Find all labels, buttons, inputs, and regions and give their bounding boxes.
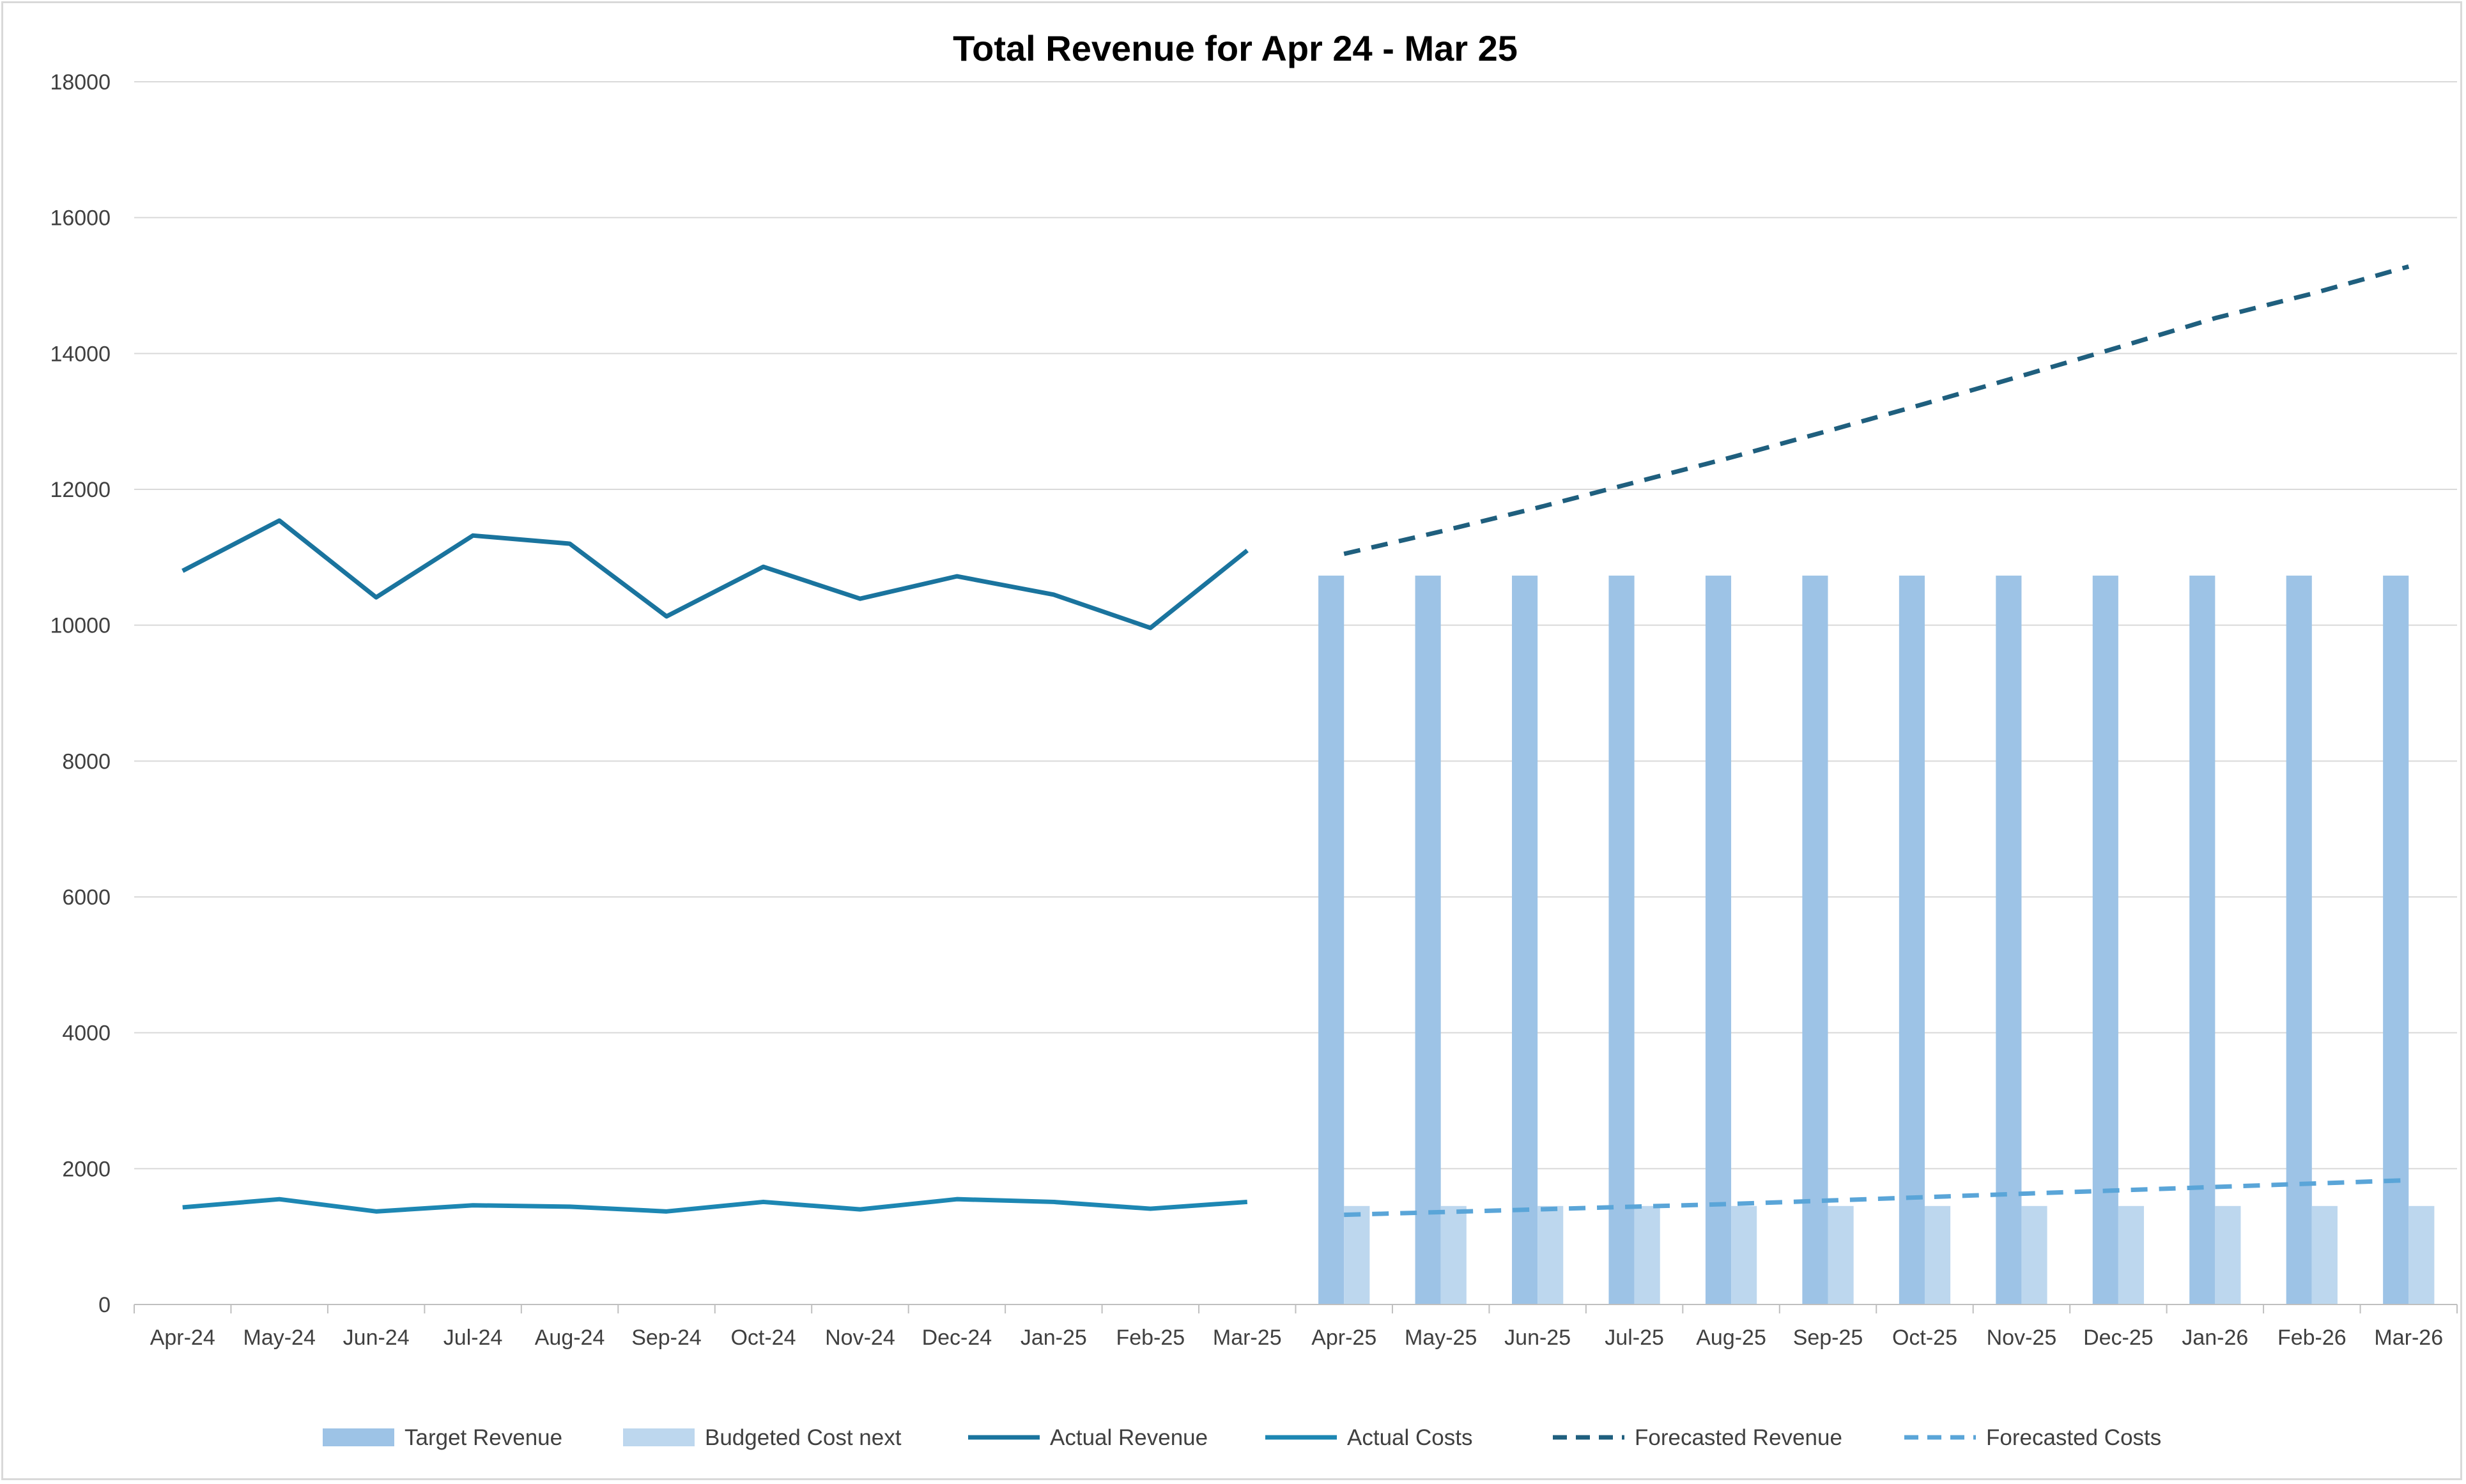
legend-item: Budgeted Cost next: [623, 1425, 902, 1450]
y-tick-label: 10000: [50, 614, 111, 638]
x-tick-label: Nov-24: [825, 1326, 895, 1350]
legend-label: Target Revenue: [405, 1425, 562, 1450]
y-tick-label: 2000: [62, 1157, 111, 1181]
series-line-forecasted-costs: [1344, 1177, 2409, 1218]
bar-target-revenue: [1705, 576, 1732, 1304]
y-tick-label: 0: [98, 1293, 111, 1317]
bar-budgeted-cost-next: [1731, 1205, 1757, 1304]
legend-item: Forecasted Revenue: [1553, 1425, 1842, 1450]
chart-title: Total Revenue for Apr 24 - Mar 25: [953, 28, 1518, 68]
y-tick-label: 6000: [62, 885, 111, 910]
x-tick-label: Aug-24: [535, 1326, 605, 1350]
x-tick-label: Oct-24: [730, 1326, 796, 1350]
legend-label: Forecasted Revenue: [1635, 1425, 1842, 1450]
x-tick-label: Sep-24: [631, 1326, 702, 1350]
bar-budgeted-cost-next: [1537, 1205, 1564, 1304]
bar-target-revenue: [1512, 576, 1538, 1304]
x-tick-label: Jun-25: [1504, 1326, 1571, 1350]
y-tick-label: 18000: [50, 70, 111, 95]
line-layer: [181, 264, 2410, 1218]
legend-swatch: [323, 1428, 394, 1446]
bar-budgeted-cost-next: [1634, 1205, 1660, 1304]
legend-item: Actual Costs: [1265, 1425, 1472, 1450]
x-tick-label: Feb-25: [1116, 1326, 1185, 1350]
legend-label: Actual Costs: [1347, 1425, 1472, 1450]
x-tick-label: Jun-24: [343, 1326, 410, 1350]
legend-item: Actual Revenue: [968, 1425, 1208, 1450]
legend-label: Actual Revenue: [1050, 1425, 1208, 1450]
x-tick-label: Jul-25: [1605, 1326, 1664, 1350]
series-line-actual-revenue: [181, 518, 1249, 631]
x-tick-label: Sep-25: [1793, 1326, 1863, 1350]
series-line-forecasted-revenue: [1343, 264, 2410, 556]
bar-target-revenue: [1415, 576, 1441, 1304]
bar-budgeted-cost-next: [1344, 1205, 1370, 1304]
bar-budgeted-cost-next: [2021, 1205, 2047, 1304]
legend-label: Budgeted Cost next: [705, 1425, 902, 1450]
y-tick-label: 12000: [50, 478, 111, 502]
x-tick-label: Aug-25: [1696, 1326, 1766, 1350]
bar-budgeted-cost-next: [1924, 1205, 1951, 1304]
x-tick-label: Jan-26: [2182, 1326, 2248, 1350]
bar-budgeted-cost-next: [2215, 1205, 2241, 1304]
grid-layer: [134, 81, 2457, 1170]
x-tick-label: Mar-25: [1213, 1326, 1282, 1350]
legend-label: Forecasted Costs: [1986, 1425, 2161, 1450]
chart-svg: Total Revenue for Apr 24 - Mar 25 0 2000 4…: [50, 28, 2458, 1450]
x-tick-label: May-25: [1405, 1326, 1477, 1350]
x-tick-label: Dec-25: [2083, 1326, 2154, 1350]
bar-budgeted-cost-next: [1440, 1205, 1467, 1304]
legend-item: Target Revenue: [323, 1425, 562, 1450]
bar-target-revenue: [2189, 576, 2216, 1304]
bar-budgeted-cost-next: [2408, 1205, 2435, 1304]
bar-budgeted-cost-next: [2311, 1205, 2338, 1304]
bar-target-revenue: [1608, 576, 1635, 1304]
x-tick-label: Apr-24: [150, 1326, 215, 1350]
x-tick-label: Feb-26: [2277, 1326, 2347, 1350]
y-tick-label: 8000: [62, 749, 111, 774]
x-tick-label: Apr-25: [1311, 1326, 1376, 1350]
x-tick-label: Jul-24: [443, 1326, 503, 1350]
y-tick-label: 16000: [50, 206, 111, 231]
x-tick-label: May-24: [243, 1326, 316, 1350]
y-tick-label: 14000: [50, 342, 111, 366]
legend-swatch: [623, 1428, 695, 1446]
legend-item: Forecasted Costs: [1904, 1425, 2161, 1450]
bar-target-revenue: [2092, 576, 2118, 1304]
bar-target-revenue: [1996, 576, 2022, 1304]
bar-budgeted-cost-next: [2118, 1205, 2145, 1304]
bar-target-revenue: [1802, 576, 1828, 1304]
legend-layer: Target Revenue Budgeted Cost next Actual R…: [323, 1425, 2161, 1450]
bar-target-revenue: [2383, 576, 2409, 1304]
x-tick-label: Dec-24: [922, 1326, 992, 1350]
x-tick-label: Nov-25: [1987, 1326, 2057, 1350]
bar-target-revenue: [1899, 576, 1925, 1304]
bar-layer: [1318, 576, 2435, 1304]
x-tick-label: Jan-25: [1021, 1326, 1087, 1350]
bar-budgeted-cost-next: [1828, 1205, 1854, 1304]
axis-layer: 0 2000 4000 6000 8000 10000 12000 14000 16000 180…: [50, 70, 2458, 1350]
series-line-actual-costs: [182, 1197, 1248, 1214]
bar-target-revenue: [2286, 576, 2312, 1304]
y-tick-label: 4000: [62, 1021, 111, 1046]
x-tick-label: Mar-26: [2374, 1326, 2443, 1350]
bar-target-revenue: [1318, 576, 1345, 1304]
x-tick-label: Oct-25: [1892, 1326, 1957, 1350]
